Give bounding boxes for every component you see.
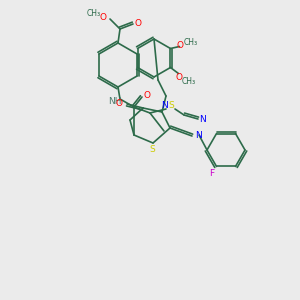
Text: F: F	[209, 169, 214, 178]
Text: NH: NH	[108, 98, 122, 106]
Text: O: O	[100, 14, 106, 22]
Text: CH₃: CH₃	[183, 38, 197, 47]
Text: CH₃: CH₃	[87, 10, 101, 19]
Text: S: S	[149, 146, 155, 154]
Text: O: O	[134, 20, 142, 28]
Text: N: N	[196, 130, 202, 140]
Text: N: N	[200, 115, 206, 124]
Text: O: O	[177, 41, 184, 50]
Text: O: O	[116, 100, 122, 109]
Text: S: S	[168, 101, 174, 110]
Text: O: O	[176, 73, 183, 82]
Text: O: O	[143, 91, 151, 100]
Text: CH₃: CH₃	[182, 77, 196, 86]
Text: N: N	[160, 101, 167, 110]
